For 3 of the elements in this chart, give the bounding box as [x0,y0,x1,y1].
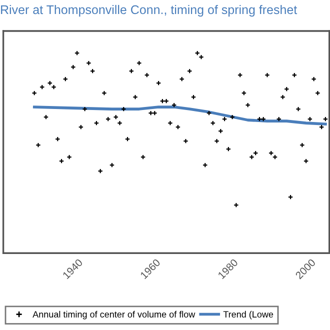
chart-title: River at Thompsonville Conn., timing of spring freshet [1,4,298,17]
legend-label: Annual timing of center of volume of flow [32,310,196,320]
legend-label: Trend (Lowe [223,310,274,320]
